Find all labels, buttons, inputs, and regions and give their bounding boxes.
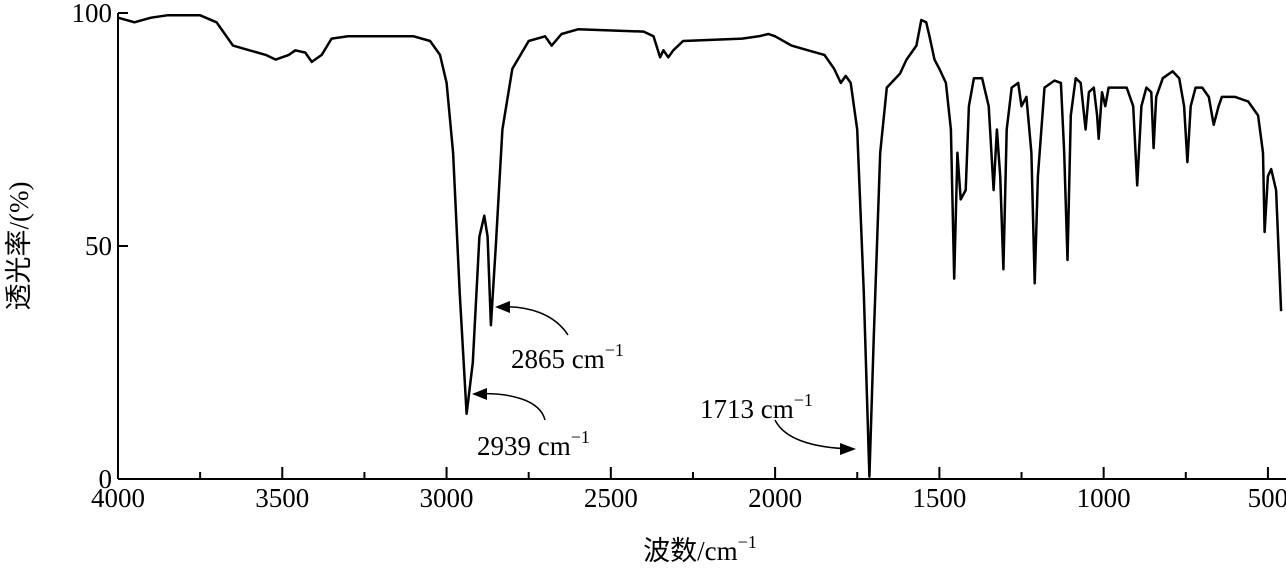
x-tick-label: 4000 xyxy=(91,483,145,513)
x-tick-label: 3500 xyxy=(255,483,309,513)
y-tick-label: 50 xyxy=(85,231,112,261)
annotation-text: 2939 cm xyxy=(477,431,571,461)
y-tick-label: 0 xyxy=(99,464,113,494)
annotation-sup: −1 xyxy=(571,427,590,447)
x-tick-label: 3000 xyxy=(420,483,474,513)
annotation: 2865 cm−1 xyxy=(511,340,624,374)
x-axis-label-text: 波数/cm xyxy=(643,536,738,566)
x-tick-label: 2000 xyxy=(748,483,802,513)
x-tick-label: 500 xyxy=(1248,483,1286,513)
annotation-text: 1713 cm xyxy=(700,394,794,424)
x-tick-label: 1500 xyxy=(912,483,966,513)
annotation: 1713 cm−1 xyxy=(700,390,813,424)
annotation-sup: −1 xyxy=(794,390,813,410)
arrow-head xyxy=(495,301,510,313)
annotation: 2939 cm−1 xyxy=(477,427,590,461)
annotation-sup: −1 xyxy=(605,340,624,360)
spectrum-line xyxy=(117,14,1283,478)
x-axis-label: 波数/cm−1 xyxy=(643,532,757,566)
y-axis-label: 透光率/(%) xyxy=(4,182,34,311)
y-tick-label: 100 xyxy=(72,0,113,28)
x-axis-label-sup: −1 xyxy=(738,532,757,552)
annotation-text: 2865 cm xyxy=(511,344,605,374)
x-tick-label: 1000 xyxy=(1077,483,1131,513)
arrow-head xyxy=(472,388,487,400)
arrow-head xyxy=(840,443,856,455)
x-tick-label: 2500 xyxy=(584,483,638,513)
